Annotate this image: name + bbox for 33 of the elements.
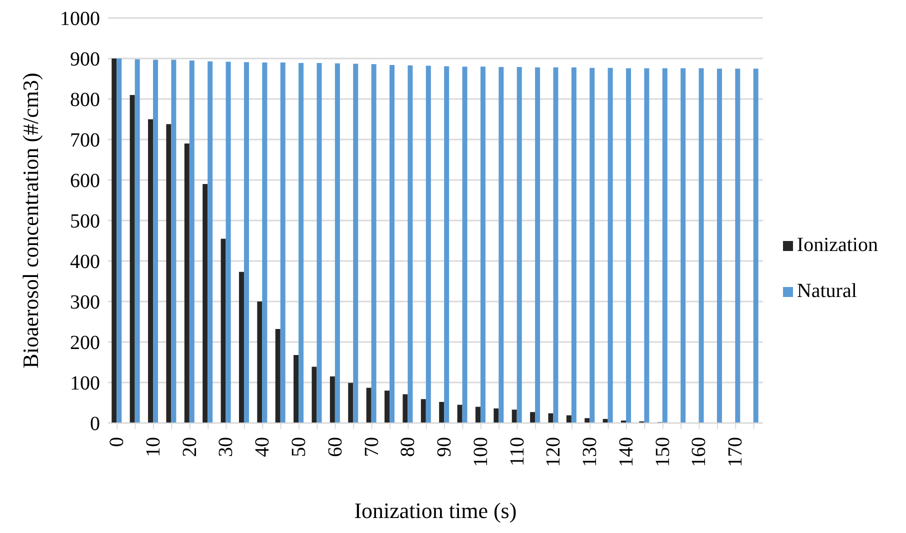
x-tick-label: 70 xyxy=(360,437,383,457)
x-tick-label: 80 xyxy=(397,437,420,457)
legend-label: Ionization xyxy=(796,234,878,256)
x-tick-label: 120 xyxy=(542,437,565,467)
legend-label: Natural xyxy=(796,280,857,302)
y-tick-label: 900 xyxy=(70,48,100,71)
y-tick-label: 600 xyxy=(70,170,100,192)
x-axis-title: Ionization time (s) xyxy=(354,498,517,523)
x-tick-label: 110 xyxy=(506,437,528,466)
x-tick-label: 20 xyxy=(178,437,201,457)
x-tick-label: 10 xyxy=(142,437,164,457)
y-tick-label: 800 xyxy=(70,89,100,112)
x-tick-label: 150 xyxy=(652,437,674,467)
y-tick-label: 100 xyxy=(70,372,100,395)
y-tick-label: 200 xyxy=(70,332,100,354)
y-tick-label: 300 xyxy=(70,292,100,314)
x-tick-label: 160 xyxy=(688,437,710,467)
x-tick-label: 50 xyxy=(288,437,310,457)
x-tick-label: 90 xyxy=(434,437,456,457)
x-tick-label: 30 xyxy=(215,437,238,457)
y-tick-label: 1000 xyxy=(60,8,100,30)
x-tick-label: 100 xyxy=(470,437,492,467)
y-tick-label: 0 xyxy=(90,413,100,436)
x-tick-label: 60 xyxy=(324,437,346,457)
y-axis-title: Bioaerosol concentration (#/cm3) xyxy=(18,72,43,368)
x-tick-label: 130 xyxy=(579,437,602,467)
x-tick-label: 170 xyxy=(724,437,747,467)
x-tick-label: 0 xyxy=(106,437,128,447)
x-tick-label: 140 xyxy=(615,437,638,467)
y-tick-label: 700 xyxy=(70,130,100,152)
x-tick-label: 40 xyxy=(252,437,274,457)
y-tick-label: 500 xyxy=(70,210,100,233)
y-tick-label: 400 xyxy=(70,251,100,274)
